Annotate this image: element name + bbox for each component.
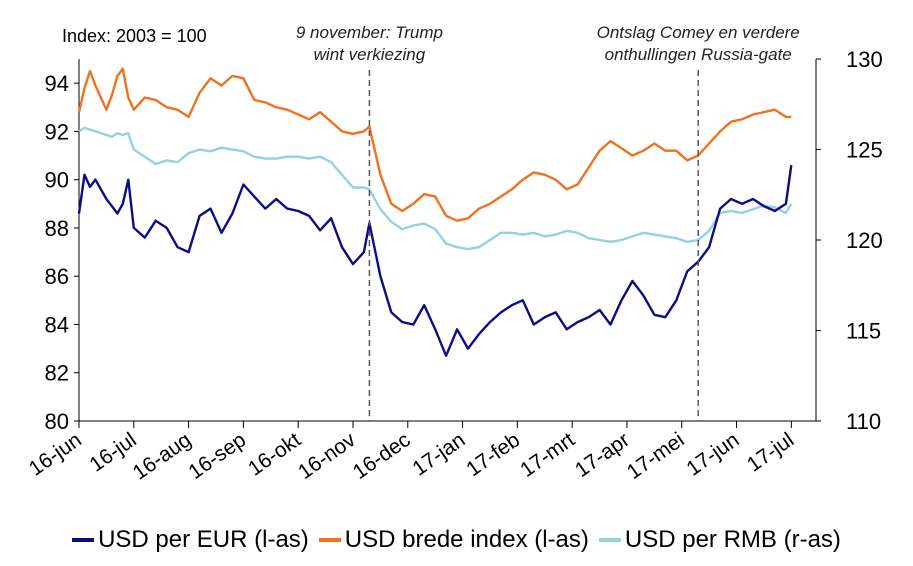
left-tick-label: 84 — [45, 312, 69, 337]
series-line-3 — [78, 126, 793, 251]
legend: USD per EUR (l-as) USD brede index (l-as)… — [0, 520, 913, 560]
legend-item-2: USD brede index (l-as) — [318, 526, 589, 554]
right-tick-label: 130 — [846, 47, 883, 72]
legend-swatch — [72, 538, 95, 542]
left-tick-label: 86 — [45, 264, 69, 289]
legend-item-1: USD per EUR (l-as) — [72, 526, 309, 554]
x-tick-label: 16-sep — [184, 428, 250, 484]
right-tick-label: 120 — [846, 228, 883, 253]
x-tick-label: 17-jan — [408, 428, 469, 480]
left-tick-label: 80 — [45, 409, 69, 434]
series-line-2 — [77, 67, 792, 222]
legend-item-3: USD per RMB (r-as) — [598, 526, 841, 554]
legend-label: USD brede index (l-as) — [344, 526, 589, 553]
right-tick-label: 125 — [846, 138, 883, 163]
legend-label: USD per EUR (l-as) — [98, 526, 309, 553]
x-tick-label: 17-feb — [462, 428, 524, 481]
x-tick-label: 16-aug — [129, 428, 196, 484]
x-tick-label: 16-jun — [25, 428, 86, 480]
x-tick-label: 16-nov — [294, 428, 360, 484]
left-tick-label: 82 — [45, 361, 69, 386]
chart-area: 80 82 84 86 88 90 92 94 110 115 120 125 130 16-jun 16-… — [25, 23, 883, 485]
x-tick-label: 17-mrt — [516, 428, 579, 482]
left-tick-label: 92 — [45, 119, 69, 144]
right-tick-label: 115 — [846, 319, 881, 344]
legend-swatch — [318, 538, 341, 542]
left-tick-label: 88 — [45, 216, 69, 241]
x-tick-label: 17-mei — [623, 428, 689, 484]
event-annotation: Ontslag Comey en verdere — [597, 23, 800, 42]
event-annotation: onthullingen Russia-gate — [605, 45, 792, 64]
x-tick-label: 17-jul — [743, 428, 798, 476]
series-line-1 — [77, 165, 793, 357]
x-tick-label: 17-jun — [682, 428, 743, 480]
event-annotation: 9 november: Trump — [296, 23, 443, 42]
left-tick-label: 90 — [45, 168, 69, 193]
x-tick-label: 16-dec — [349, 428, 415, 484]
x-tick-label: 16-okt — [244, 428, 305, 480]
event-annotation: wint verkiezing — [314, 45, 426, 64]
left-tick-label: 94 — [45, 71, 69, 96]
right-tick-label: 110 — [846, 409, 881, 434]
index-label: Index: 2003 = 100 — [62, 26, 207, 46]
legend-swatch — [598, 538, 621, 542]
x-tick-label: 17-apr — [571, 428, 634, 482]
legend-label: USD per RMB (r-as) — [624, 526, 841, 553]
